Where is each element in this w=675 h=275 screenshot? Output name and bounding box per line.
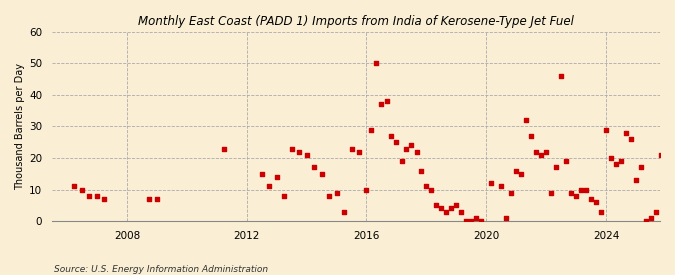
Point — [69, 184, 80, 189]
Point — [426, 187, 437, 192]
Point — [406, 143, 417, 148]
Point — [576, 187, 587, 192]
Point — [611, 162, 622, 166]
Point — [531, 150, 542, 154]
Point — [645, 216, 656, 220]
Point — [511, 168, 522, 173]
Point — [536, 153, 547, 157]
Point — [446, 206, 457, 211]
Point — [436, 206, 447, 211]
Point — [571, 194, 582, 198]
Point — [605, 156, 616, 160]
Title: Monthly East Coast (PADD 1) Imports from India of Kerosene-Type Jet Fuel: Monthly East Coast (PADD 1) Imports from… — [138, 15, 574, 28]
Point — [361, 187, 372, 192]
Point — [486, 181, 497, 185]
Point — [546, 191, 557, 195]
Point — [256, 172, 267, 176]
Point — [516, 172, 526, 176]
Point — [381, 99, 392, 103]
Point — [580, 187, 591, 192]
Point — [630, 178, 641, 182]
Point — [586, 197, 597, 201]
Point — [471, 216, 482, 220]
Point — [279, 194, 290, 198]
Point — [354, 150, 364, 154]
Point — [301, 153, 312, 157]
Point — [636, 165, 647, 170]
Point — [339, 209, 350, 214]
Point — [76, 187, 87, 192]
Point — [376, 102, 387, 107]
Point — [526, 134, 537, 138]
Point — [219, 146, 230, 151]
Point — [601, 127, 612, 132]
Point — [366, 127, 377, 132]
Point — [431, 203, 441, 207]
Point — [144, 197, 155, 201]
Point — [621, 131, 632, 135]
Point — [651, 209, 661, 214]
Point — [641, 219, 651, 223]
Point — [346, 146, 357, 151]
Point — [556, 74, 566, 78]
Point — [396, 159, 407, 163]
Point — [456, 209, 467, 214]
Y-axis label: Thousand Barrels per Day: Thousand Barrels per Day — [15, 63, 25, 190]
Point — [323, 194, 334, 198]
Point — [294, 150, 304, 154]
Point — [371, 61, 382, 66]
Point — [461, 219, 472, 223]
Point — [551, 165, 562, 170]
Point — [271, 175, 282, 179]
Point — [520, 118, 531, 122]
Point — [541, 150, 551, 154]
Point — [286, 146, 297, 151]
Point — [561, 159, 572, 163]
Point — [595, 209, 606, 214]
Point — [401, 146, 412, 151]
Point — [99, 197, 110, 201]
Point — [151, 197, 162, 201]
Point — [501, 216, 512, 220]
Point — [416, 168, 427, 173]
Point — [386, 134, 397, 138]
Point — [451, 203, 462, 207]
Point — [308, 165, 319, 170]
Point — [411, 150, 422, 154]
Point — [496, 184, 507, 189]
Point — [421, 184, 432, 189]
Point — [316, 172, 327, 176]
Point — [476, 219, 487, 223]
Point — [331, 191, 342, 195]
Point — [626, 137, 637, 141]
Point — [566, 191, 576, 195]
Point — [655, 153, 666, 157]
Point — [506, 191, 516, 195]
Point — [466, 219, 477, 223]
Point — [391, 140, 402, 144]
Point — [264, 184, 275, 189]
Point — [441, 209, 452, 214]
Text: Source: U.S. Energy Information Administration: Source: U.S. Energy Information Administ… — [54, 265, 268, 274]
Point — [591, 200, 601, 204]
Point — [84, 194, 95, 198]
Point — [92, 194, 103, 198]
Point — [616, 159, 626, 163]
